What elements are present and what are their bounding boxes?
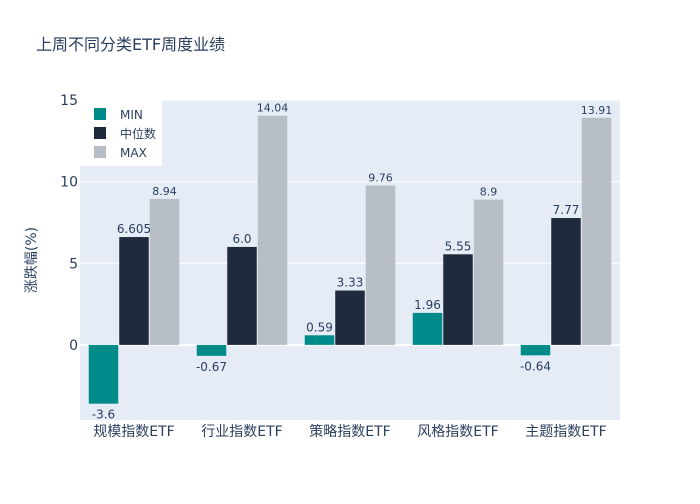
bar-中位数-策略指数ETF [335, 290, 365, 345]
x-tick-label: 行业指数ETF [201, 424, 282, 440]
legend-swatch-min [94, 108, 106, 120]
bar-MIN-主题指数ETF [520, 344, 551, 356]
bar-MAX-规模指数ETF [149, 198, 180, 345]
x-tick-label: 策略指数ETF [309, 423, 390, 440]
y-axis-ticks: 0 5 10 15 [60, 93, 78, 354]
bar-label: -0.67 [196, 360, 227, 374]
chart-title: 上周不同分类ETF周度业绩 [36, 35, 225, 54]
y-axis-label: 涨跌幅(%) [24, 227, 40, 293]
bar-MAX-行业指数ETF [257, 115, 288, 345]
bar-labels: -3.6 6.605 8.94 -0.67 6.0 14.04 0.59 3.33 9.76 1.… [92, 102, 612, 422]
legend-label-max: MAX [120, 146, 147, 160]
bar-MIN-策略指数ETF [304, 335, 335, 345]
bar-MAX-策略指数ETF [365, 185, 396, 345]
bar-label: 6.605 [117, 222, 151, 236]
bar-中位数-行业指数ETF [227, 246, 257, 345]
bar-MAX-主题指数ETF [581, 117, 612, 345]
bar-中位数-主题指数ETF [551, 218, 581, 345]
bars [88, 115, 612, 404]
bar-MIN-风格指数ETF [412, 312, 443, 345]
bar-中位数-规模指数ETF [119, 237, 149, 345]
bar-label: 5.55 [445, 239, 472, 253]
bar-MAX-风格指数ETF [473, 199, 504, 345]
bar-label: 9.76 [368, 172, 393, 185]
x-tick-label: 主题指数ETF [525, 424, 606, 440]
legend-label-median: 中位数 [120, 126, 156, 141]
bar-MIN-行业指数ETF [196, 344, 227, 356]
y-tick-label: 0 [69, 338, 78, 354]
bar-label: -0.64 [520, 359, 551, 373]
bar-MIN-规模指数ETF [88, 344, 119, 404]
legend-label-min: MIN [120, 108, 143, 122]
legend-swatch-median [94, 127, 106, 139]
bar-label: 1.96 [414, 298, 441, 312]
bar-label: 6.0 [232, 232, 251, 246]
bar-label: -3.6 [92, 408, 115, 422]
legend-background [80, 100, 162, 166]
bar-label: 3.33 [337, 276, 364, 290]
y-tick-label: 5 [69, 256, 78, 272]
bar-中位数-风格指数ETF [443, 254, 473, 345]
y-tick-label: 10 [60, 175, 78, 191]
bar-label: 0.59 [306, 320, 333, 334]
bar-label: 8.94 [152, 185, 177, 198]
bar-label: 14.04 [257, 102, 289, 115]
bar-label: 8.9 [480, 186, 498, 199]
x-axis-ticks: 规模指数ETF 行业指数ETF 策略指数ETF 风格指数ETF 主题指数ETF [93, 423, 606, 440]
x-tick-label: 规模指数ETF [93, 424, 174, 440]
y-tick-label: 15 [60, 93, 78, 109]
x-tick-label: 风格指数ETF [417, 424, 498, 440]
bar-label: 7.77 [553, 203, 580, 217]
legend-swatch-max [94, 146, 106, 158]
legend: MIN 中位数 MAX [80, 100, 162, 166]
bar-label: 13.91 [581, 104, 613, 117]
